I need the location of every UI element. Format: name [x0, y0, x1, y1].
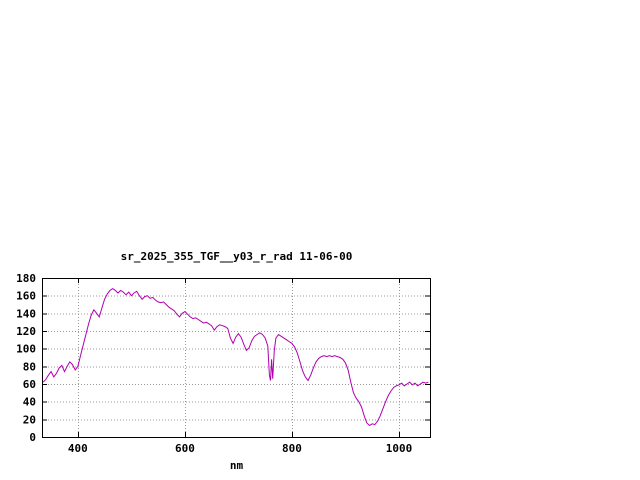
svg-text:100: 100	[16, 343, 36, 356]
svg-text:600: 600	[175, 442, 195, 455]
svg-text:0: 0	[29, 431, 36, 444]
y-tick-labels: 0 20 40 60 80 100 120 140 160 180	[16, 272, 36, 444]
chart-title: sr_2025_355_TGF__y03_r_rad 11-06-00	[120, 250, 353, 263]
spectrum-line	[42, 287, 429, 427]
svg-text:800: 800	[282, 442, 302, 455]
svg-text:20: 20	[23, 413, 36, 426]
plot-border	[42, 278, 431, 438]
svg-text:60: 60	[23, 378, 36, 391]
svg-text:80: 80	[23, 360, 36, 373]
svg-text:120: 120	[16, 325, 36, 338]
svg-text:400: 400	[68, 442, 88, 455]
x-tick-labels: 400 600 800 1000	[68, 442, 412, 455]
svg-text:1000: 1000	[386, 442, 413, 455]
x-axis-label: nm	[229, 459, 244, 472]
grid-lines	[42, 278, 430, 437]
svg-text:140: 140	[16, 307, 36, 320]
svg-text:40: 40	[23, 396, 36, 409]
axis-ticks	[42, 278, 430, 438]
svg-text:160: 160	[16, 290, 36, 303]
svg-text:180: 180	[16, 272, 36, 285]
